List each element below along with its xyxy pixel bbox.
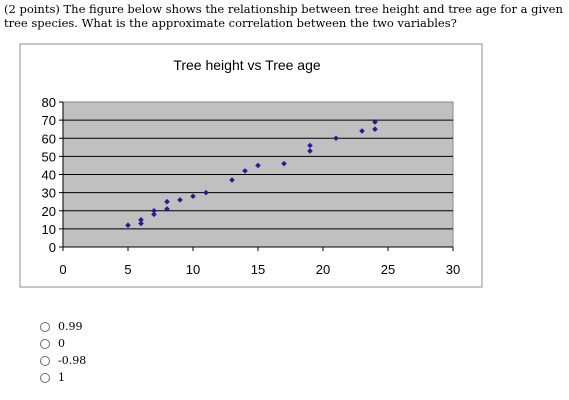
option-item[interactable]: 0.99 bbox=[40, 318, 86, 335]
x-tick-label: 25 bbox=[381, 262, 395, 277]
data-point bbox=[203, 189, 209, 196]
option-item[interactable]: -0.98 bbox=[40, 352, 86, 369]
option-label: 0 bbox=[58, 337, 65, 350]
radio-button[interactable] bbox=[40, 372, 50, 383]
option-label: -0.98 bbox=[58, 354, 87, 367]
data-point bbox=[125, 222, 131, 229]
y-tick-label: 60 bbox=[42, 131, 56, 146]
data-point bbox=[372, 126, 378, 132]
data-point bbox=[307, 148, 313, 154]
data-point bbox=[177, 197, 183, 203]
x-tick-label: 0 bbox=[59, 262, 66, 277]
data-point bbox=[281, 160, 287, 167]
answer-options: 0.99 0 -0.98 1 bbox=[40, 318, 86, 386]
question-text: (2 points) The figure below shows the re… bbox=[4, 2, 563, 30]
radio-button[interactable] bbox=[40, 338, 50, 349]
data-point bbox=[190, 193, 196, 200]
y-tick-label: 0 bbox=[49, 240, 56, 255]
radio-button[interactable] bbox=[40, 355, 50, 366]
option-item[interactable]: 1 bbox=[40, 369, 86, 386]
y-tick-label: 70 bbox=[42, 113, 56, 128]
y-tick-label: 30 bbox=[42, 186, 56, 201]
y-tick-label: 40 bbox=[42, 168, 56, 183]
y-tick-label: 80 bbox=[42, 95, 56, 110]
chart-title: Tree height vs Tree age bbox=[173, 57, 321, 73]
x-tick-label: 10 bbox=[186, 262, 200, 277]
data-point bbox=[242, 168, 248, 174]
scatter-chart: Tree height vs Tree age 0102030405060708… bbox=[19, 43, 483, 288]
data-point bbox=[138, 217, 144, 223]
data-point bbox=[138, 220, 144, 227]
x-tick-label: 5 bbox=[124, 262, 131, 277]
y-tick-label: 20 bbox=[42, 204, 56, 219]
x-tick-label: 20 bbox=[316, 262, 330, 277]
x-tick-label: 30 bbox=[446, 262, 460, 277]
data-point bbox=[372, 119, 378, 125]
data-point bbox=[307, 142, 313, 149]
data-point bbox=[229, 177, 235, 183]
radio-button[interactable] bbox=[40, 321, 50, 332]
data-point bbox=[164, 206, 170, 212]
data-point bbox=[151, 207, 157, 214]
data-point bbox=[359, 128, 365, 134]
option-label: 1 bbox=[58, 371, 65, 384]
y-tick-label: 10 bbox=[42, 222, 56, 237]
option-label: 0.99 bbox=[58, 320, 83, 333]
x-tick-label: 15 bbox=[251, 262, 265, 277]
option-item[interactable]: 0 bbox=[40, 335, 86, 352]
data-point bbox=[255, 162, 261, 169]
data-point bbox=[333, 135, 339, 142]
data-point bbox=[151, 211, 157, 218]
data-point bbox=[164, 198, 170, 205]
y-tick-label: 50 bbox=[42, 149, 56, 164]
